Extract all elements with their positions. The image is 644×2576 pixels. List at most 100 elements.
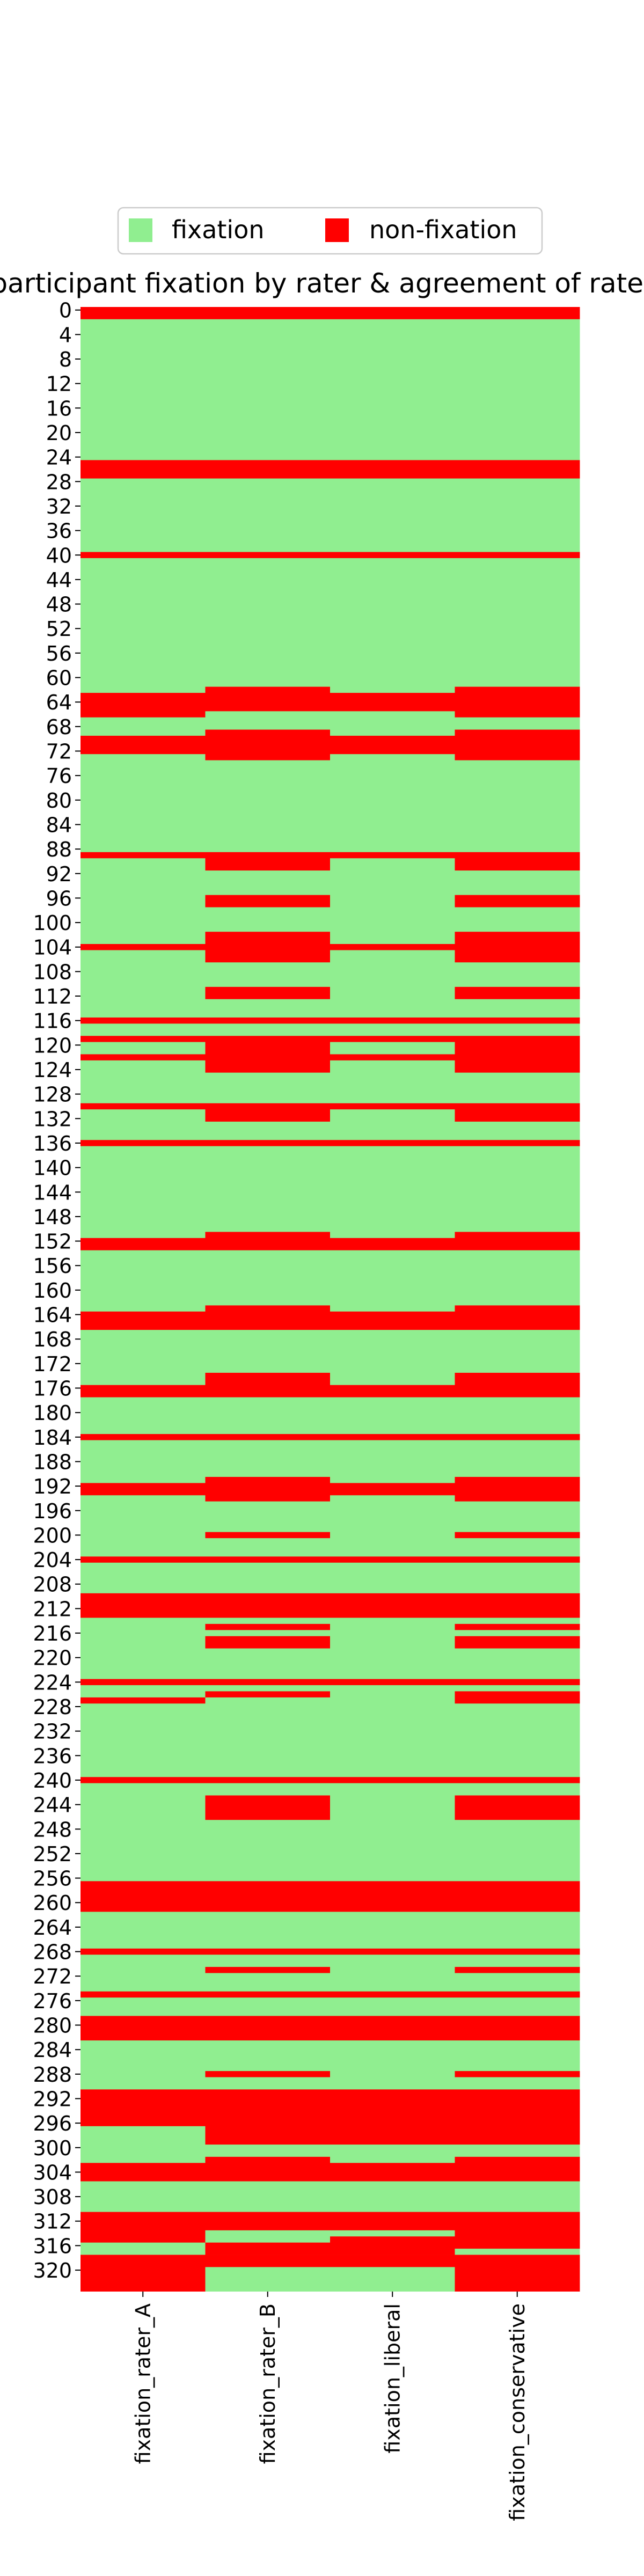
non-fixation-cell — [455, 1948, 580, 1955]
non-fixation-cell — [205, 1232, 331, 1250]
y-tick-label: 196 — [33, 1499, 72, 1523]
non-fixation-cell — [80, 1881, 206, 1912]
y-tick-label: 272 — [33, 1965, 72, 1988]
non-fixation-cell — [330, 1054, 455, 1060]
y-tick-label: 136 — [33, 1132, 72, 1155]
non-fixation-cell — [455, 1036, 580, 1073]
fixation-cells — [330, 307, 455, 2292]
y-tick-label: 320 — [33, 2259, 72, 2282]
non-fixation-cell — [455, 1556, 580, 1563]
x-axis-ticks: fixation_rater_A fixation_rater_B fixation… — [131, 2292, 529, 2521]
non-fixation-cell — [80, 2212, 206, 2243]
non-fixation-cell — [455, 729, 580, 760]
non-fixation-cell — [455, 2156, 580, 2182]
non-fixation-cell — [330, 1991, 455, 1998]
non-fixation-cell — [205, 552, 331, 558]
non-fixation-cell — [205, 2212, 331, 2230]
non-fixation-cell — [455, 460, 580, 479]
column-fixation-rater-B — [205, 307, 331, 2292]
non-fixation-cell — [80, 552, 206, 558]
y-tick-label: 72 — [46, 740, 72, 763]
legend-label-non-fixation: non-fixation — [369, 215, 517, 244]
y-tick-label: 316 — [33, 2234, 72, 2258]
non-fixation-cell — [330, 2163, 455, 2182]
y-tick-label: 184 — [33, 1426, 72, 1450]
non-fixation-cell — [455, 1372, 580, 1397]
non-fixation-cell — [455, 2212, 580, 2249]
non-fixation-cell — [455, 686, 580, 718]
column-fixation-liberal — [330, 307, 455, 2292]
non-fixation-cell — [205, 686, 331, 712]
y-tick-label: 124 — [33, 1058, 72, 1082]
legend: fixation non-fixation — [117, 207, 543, 255]
non-fixation-cell — [205, 2156, 331, 2182]
non-fixation-cell — [80, 1948, 206, 1955]
y-tick-label: 260 — [33, 1891, 72, 1915]
non-fixation-cell — [205, 1881, 331, 1912]
y-tick-label: 200 — [33, 1524, 72, 1547]
y-tick-label: 248 — [33, 1818, 72, 1841]
y-tick-label: 100 — [33, 911, 72, 935]
y-tick-label: 264 — [33, 1916, 72, 1940]
y-tick-label: 112 — [33, 985, 72, 1008]
y-tick-label: 164 — [33, 1304, 72, 1327]
non-fixation-cell — [455, 1305, 580, 1330]
non-fixation-cell — [80, 1238, 206, 1250]
non-fixation-cell — [80, 1679, 206, 1686]
non-fixation-cell — [455, 852, 580, 871]
y-tick-label: 296 — [33, 2112, 72, 2135]
y-tick-label: 300 — [33, 2136, 72, 2160]
non-fixation-cell — [455, 2071, 580, 2077]
non-fixation-cell — [205, 1636, 331, 1649]
non-fixation-cell — [455, 1991, 580, 1998]
non-fixation-cell — [455, 986, 580, 999]
y-tick-label: 56 — [46, 642, 72, 665]
non-fixation-cell — [330, 460, 455, 479]
y-tick-label: 172 — [33, 1352, 72, 1376]
non-fixation-cell — [455, 1232, 580, 1250]
non-fixation-cell — [455, 1636, 580, 1649]
non-fixation-cell — [455, 2089, 580, 2145]
y-tick-label: 176 — [33, 1377, 72, 1400]
non-fixation-cell — [455, 1532, 580, 1539]
non-fixation-cell — [455, 2255, 580, 2292]
y-tick-label: 192 — [33, 1475, 72, 1498]
x-tick-label-fixation-rater-A: fixation_rater_A — [131, 2303, 155, 2464]
non-fixation-cell — [330, 552, 455, 558]
non-fixation-cell — [330, 735, 455, 755]
non-fixation-cell — [330, 1434, 455, 1440]
non-fixation-cell — [455, 1881, 580, 1912]
non-fixation-cell — [455, 1593, 580, 1618]
non-fixation-cell — [80, 1434, 206, 1440]
non-fixation-cell — [330, 307, 455, 319]
non-fixation-cell — [330, 1593, 455, 1618]
y-tick-label: 308 — [33, 2185, 72, 2209]
non-fixation-cell — [205, 1991, 331, 1998]
non-fixation-cell — [205, 1476, 331, 1502]
non-fixation-cell — [455, 307, 580, 319]
fixation-cells — [205, 307, 331, 2292]
y-tick-label: 280 — [33, 2014, 72, 2038]
non-fixation-cell — [205, 2255, 331, 2267]
non-fixation-cell — [205, 895, 331, 908]
y-tick-label: 312 — [33, 2210, 72, 2234]
non-fixation-cell — [330, 1017, 455, 1024]
non-fixation-cell — [80, 735, 206, 755]
legend-label-fixation: fixation — [172, 215, 265, 244]
non-fixation-cell — [205, 1532, 331, 1539]
non-fixation-cell — [330, 693, 455, 712]
non-fixation-cell — [330, 1679, 455, 1686]
non-fixation-cell — [205, 1679, 331, 1686]
y-tick-label: 20 — [46, 421, 72, 445]
y-tick-label: 92 — [46, 862, 72, 886]
non-fixation-cell — [330, 1948, 455, 1955]
y-tick-label: 224 — [33, 1671, 72, 1694]
non-fixation-cell — [205, 1967, 331, 1973]
y-tick-label: 80 — [46, 789, 72, 813]
non-fixation-cell — [205, 1948, 331, 1955]
non-fixation-cell — [80, 460, 206, 479]
non-fixation-cell — [455, 552, 580, 558]
column-fixation-rater-A — [80, 307, 206, 2292]
chart-title: participant fixation by rater & agreemen… — [0, 268, 644, 299]
non-fixation-cell — [330, 1311, 455, 1330]
